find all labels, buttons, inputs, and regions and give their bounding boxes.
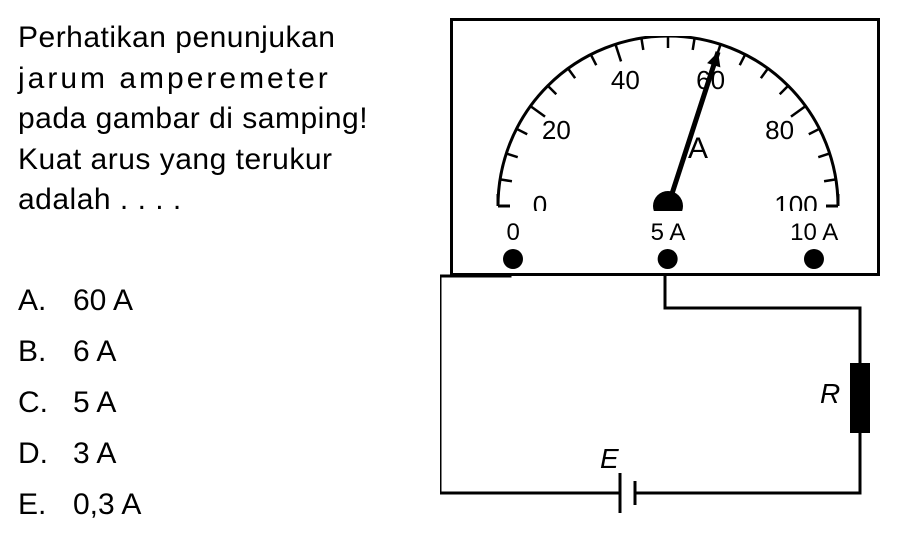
option-d-letter: D. bbox=[18, 428, 73, 479]
battery-label: E bbox=[600, 443, 619, 475]
circuit-diagram: 020406080100A 0 5 A 10 A E R bbox=[440, 18, 885, 518]
answer-options: A. 60 A B. 6 A C. 5 A D. 3 A E. 0,3 A bbox=[18, 275, 141, 530]
option-a-letter: A. bbox=[18, 275, 73, 326]
option-e: E. 0,3 A bbox=[18, 479, 141, 530]
option-c-text: 5 A bbox=[73, 377, 116, 428]
terminal-5a-dot bbox=[658, 249, 678, 269]
terminal-0-dot bbox=[503, 249, 523, 269]
question-line-3: pada gambar di samping! bbox=[18, 99, 418, 140]
terminal-0: 0 bbox=[503, 219, 523, 269]
option-c-letter: C. bbox=[18, 377, 73, 428]
question-text: Perhatikan penunjukan jarum amperemeter … bbox=[18, 18, 418, 221]
svg-text:40: 40 bbox=[611, 65, 640, 95]
ammeter-gauge: 020406080100A bbox=[488, 36, 848, 211]
terminal-10a-label: 10 A bbox=[790, 219, 838, 247]
option-a: A. 60 A bbox=[18, 275, 141, 326]
terminal-5a-label: 5 A bbox=[651, 219, 686, 247]
option-b-letter: B. bbox=[18, 326, 73, 377]
option-e-letter: E. bbox=[18, 479, 73, 530]
ammeter-terminals: 0 5 A 10 A bbox=[453, 219, 883, 274]
terminal-0-label: 0 bbox=[503, 219, 523, 247]
option-d: D. 3 A bbox=[18, 428, 141, 479]
question-line-5: adalah . . . . bbox=[18, 180, 418, 221]
svg-text:0: 0 bbox=[533, 190, 547, 211]
svg-text:80: 80 bbox=[765, 115, 794, 145]
terminal-5a: 5 A bbox=[651, 219, 686, 269]
ammeter-box: 020406080100A 0 5 A 10 A bbox=[450, 18, 880, 276]
option-a-text: 60 A bbox=[73, 275, 133, 326]
option-e-text: 0,3 A bbox=[73, 479, 141, 530]
option-c: C. 5 A bbox=[18, 377, 141, 428]
option-b: B. 6 A bbox=[18, 326, 141, 377]
svg-text:100: 100 bbox=[774, 190, 817, 211]
question-line-4: Kuat arus yang terukur bbox=[18, 140, 418, 181]
option-b-text: 6 A bbox=[73, 326, 116, 377]
terminal-10a-dot bbox=[804, 249, 824, 269]
question-line-1: Perhatikan penunjukan bbox=[18, 18, 418, 59]
resistor-label: R bbox=[820, 378, 840, 410]
terminal-10a: 10 A bbox=[790, 219, 838, 269]
option-d-text: 3 A bbox=[73, 428, 116, 479]
svg-text:20: 20 bbox=[542, 115, 571, 145]
question-line-2: jarum amperemeter bbox=[18, 59, 418, 100]
